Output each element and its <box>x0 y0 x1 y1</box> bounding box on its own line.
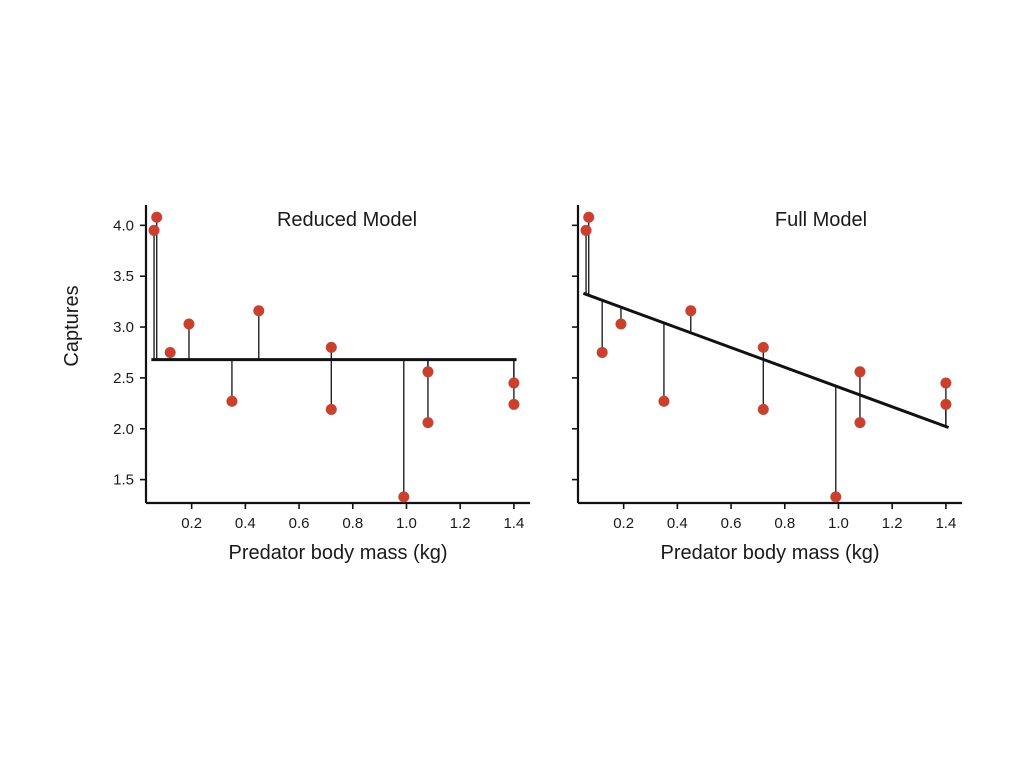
data-point <box>325 403 337 415</box>
data-point <box>183 318 195 330</box>
full-model-panel: 0.2 0.4 0.6 0.8 1.0 1.2 1.4 Predator body mass … <box>572 205 962 564</box>
y-tick-label: 1.5 <box>113 472 134 489</box>
data-point <box>658 395 670 407</box>
data-point <box>508 398 520 410</box>
data-point <box>580 224 592 236</box>
x-tick-label: 0.6 <box>289 515 310 532</box>
panel-title: Full Model <box>775 209 867 231</box>
data-point <box>164 346 176 358</box>
x-axis-title: Predator body mass (kg) <box>229 542 448 564</box>
x-tick-label: 1.2 <box>882 515 903 532</box>
data-point <box>854 366 866 378</box>
x-tick-label: 0.4 <box>667 515 688 532</box>
data-point <box>253 305 265 317</box>
data-point <box>940 377 952 389</box>
panel-title: Reduced Model <box>277 209 417 231</box>
y-tick-label: 3.0 <box>113 319 134 336</box>
y-tick-label: 2.0 <box>113 421 134 438</box>
data-point <box>151 211 163 223</box>
data-point <box>148 224 160 236</box>
data-point <box>422 366 434 378</box>
x-tick-label: 1.0 <box>828 515 849 532</box>
data-point <box>757 341 769 353</box>
data-point <box>757 403 769 415</box>
x-tick-label: 1.4 <box>935 515 956 532</box>
data-point <box>685 305 697 317</box>
y-tick-label: 2.5 <box>113 370 134 387</box>
x-tick-label: 0.8 <box>342 515 363 532</box>
x-axis-title: Predator body mass (kg) <box>661 542 880 564</box>
reduced-model-panel: 1.5 2.0 2.5 3.0 3.5 4.0 0.2 0.4 0.6 0.8 1.0 1.2 1.4 P… <box>113 205 530 564</box>
data-point <box>615 318 627 330</box>
data-point <box>854 417 866 429</box>
x-tick-label: 1.2 <box>450 515 471 532</box>
y-axis-title: Captures <box>61 285 83 366</box>
x-tick-label: 1.0 <box>396 515 417 532</box>
y-tick-label: 4.0 <box>113 217 134 234</box>
data-point <box>830 491 842 503</box>
data-point <box>596 346 608 358</box>
data-point <box>583 211 595 223</box>
data-point <box>422 417 434 429</box>
data-point <box>226 395 238 407</box>
y-tick-label: 3.5 <box>113 268 134 285</box>
x-tick-label: 0.2 <box>181 515 202 532</box>
data-point <box>398 491 410 503</box>
fit-line <box>582 291 950 429</box>
data-point <box>508 377 520 389</box>
data-point <box>325 341 337 353</box>
data-point <box>940 398 952 410</box>
x-tick-label: 0.2 <box>613 515 634 532</box>
x-tick-label: 0.8 <box>774 515 795 532</box>
x-tick-label: 0.6 <box>721 515 742 532</box>
x-tick-label: 1.4 <box>503 515 524 532</box>
x-tick-label: 0.4 <box>235 515 256 532</box>
